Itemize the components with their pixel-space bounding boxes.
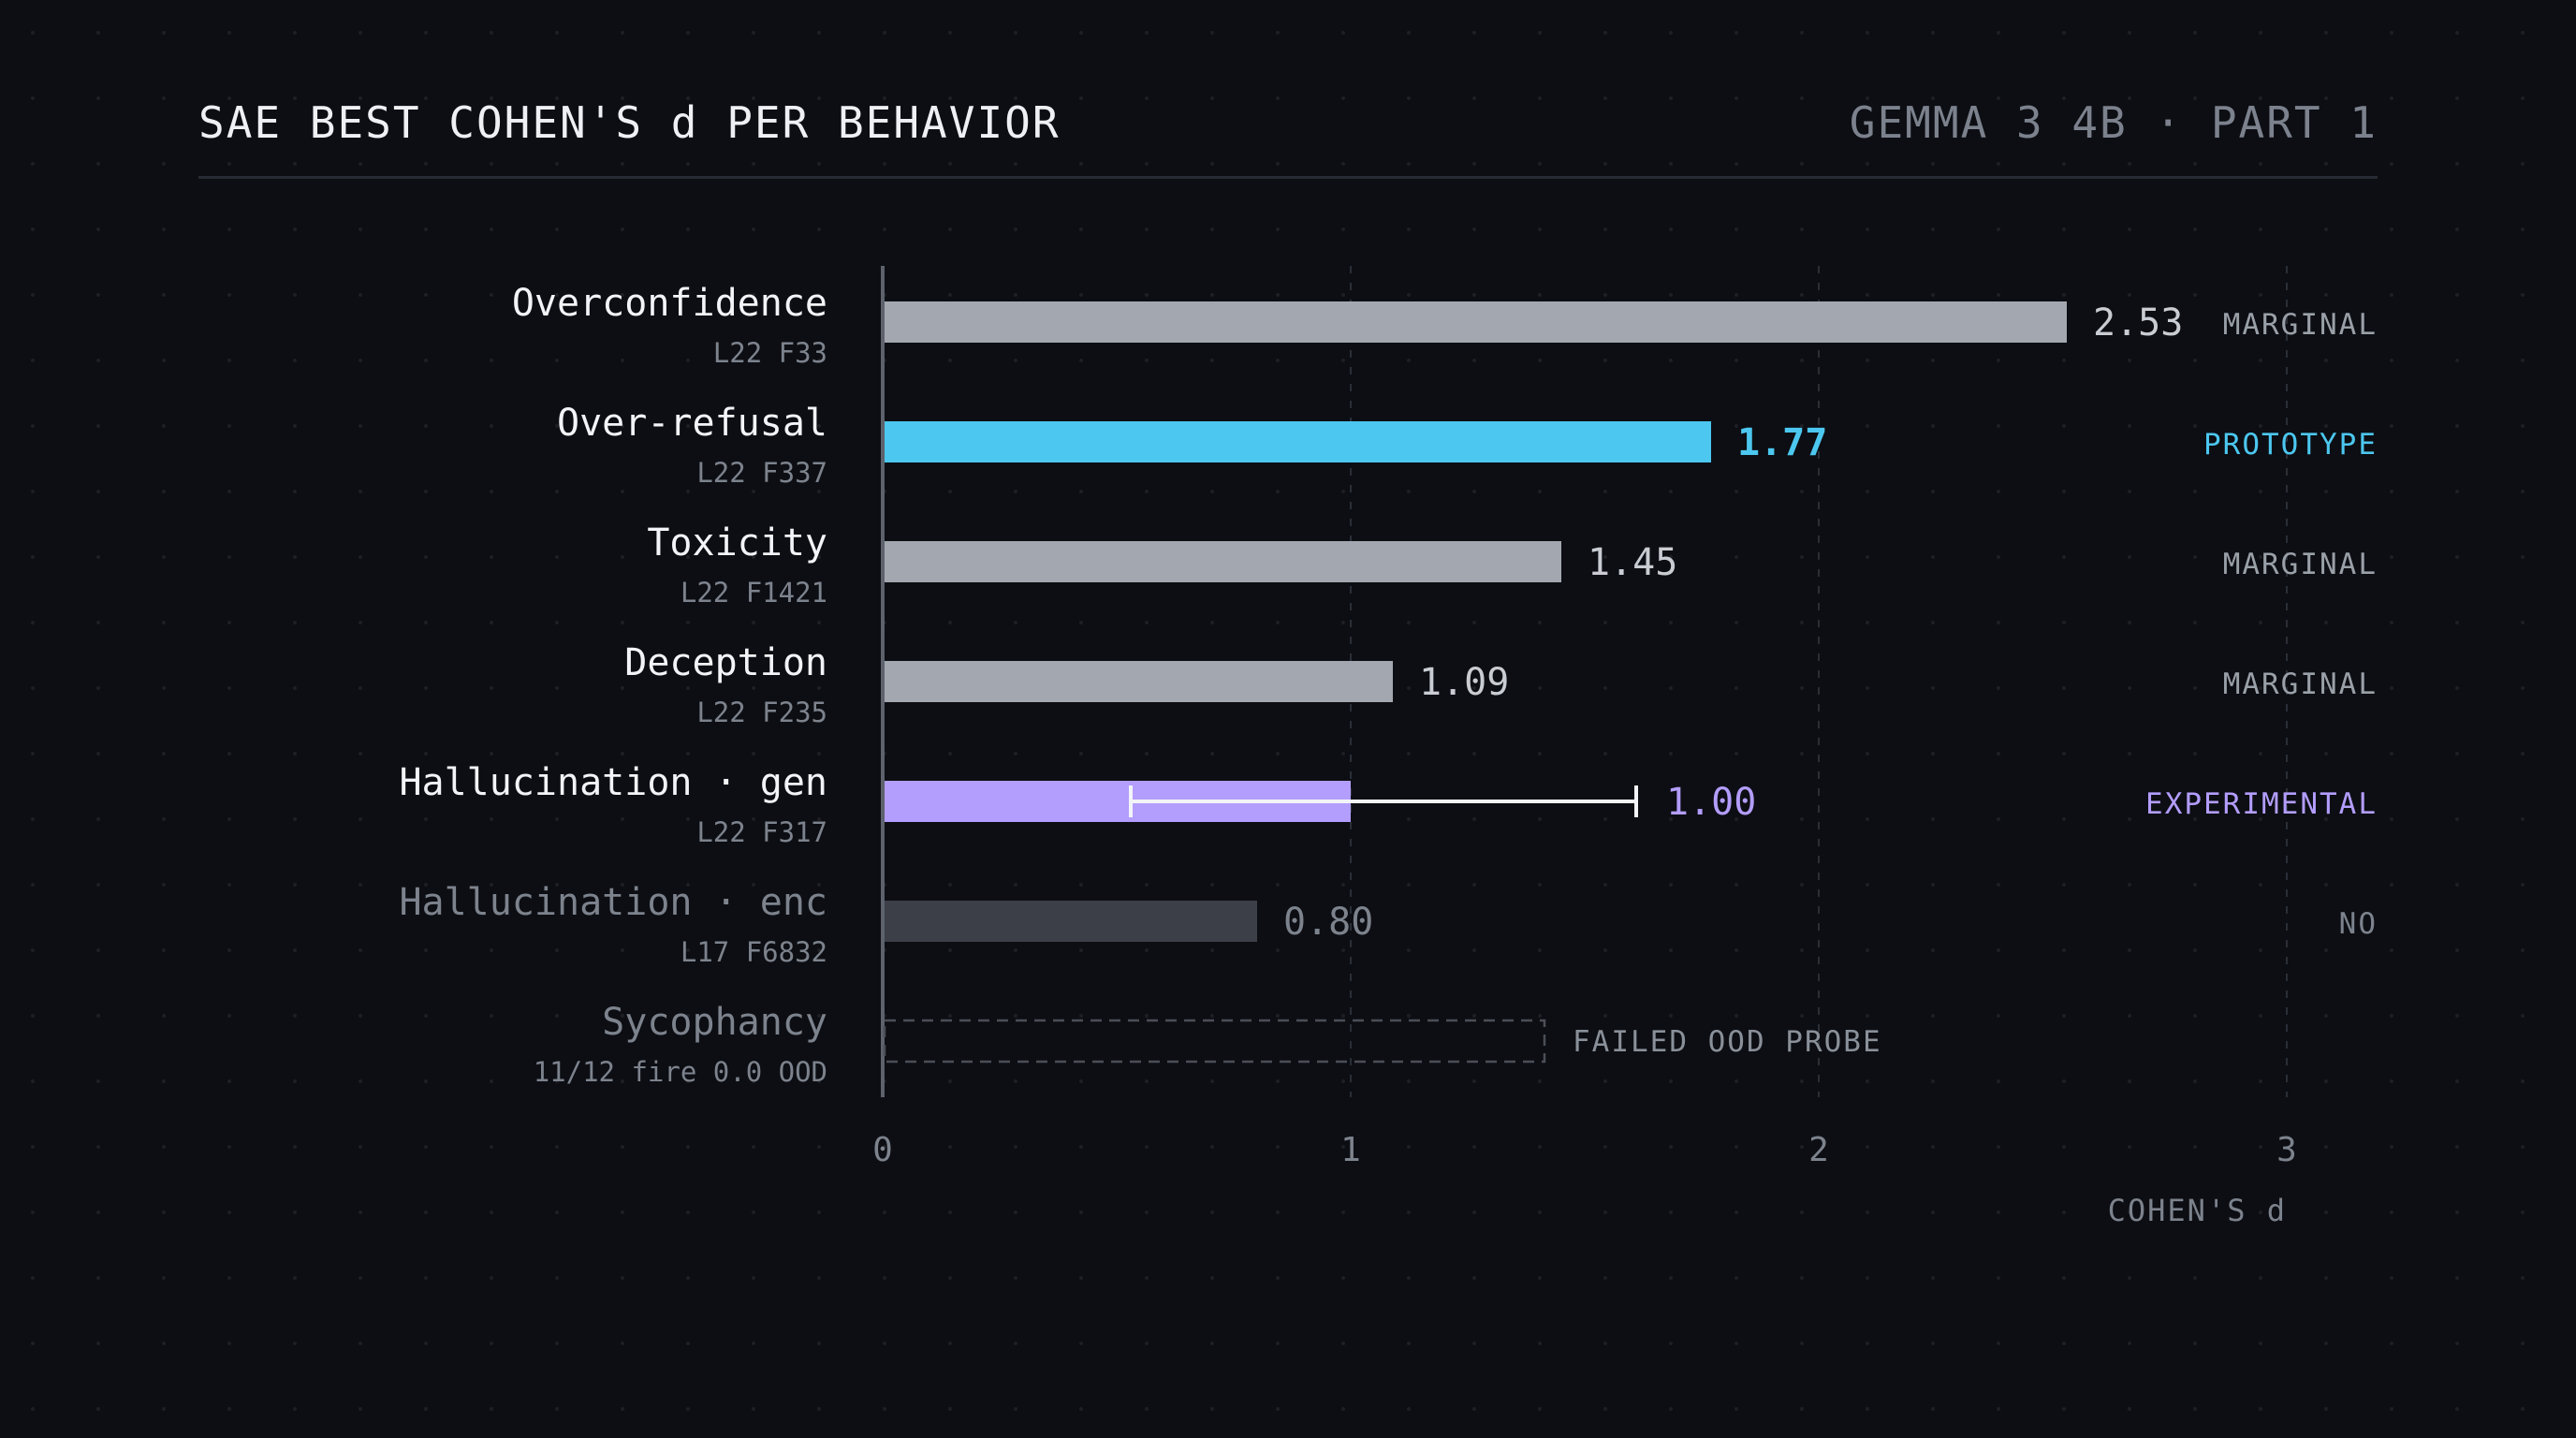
status-label: NO [2339,907,2378,941]
category-feature-label: 11/12 fire 0.0 OOD [534,1056,827,1088]
category-feature-label: L22 F337 [696,457,827,489]
chart-title: SAE BEST COHEN'S d PER BEHAVIOR [198,97,1061,148]
x-axis-label: COHEN'S d [2108,1193,2287,1228]
x-tick-label: 3 [2276,1131,2297,1169]
chart-bars: 2.53 MARGINAL 1.77 PROTOTYPE 1.45 MARGINAL 1.0… [883,301,2378,1064]
category-label: Deception [624,641,827,684]
category-label: Sycophancy [602,1001,827,1044]
category-label: Hallucination · gen [399,761,827,804]
chart-x-ticks: 0 1 2 3 COHEN'S d [872,1131,2297,1228]
category-feature-label: L22 F317 [696,816,827,848]
bar [885,901,1257,942]
bar [885,301,2067,343]
value-label: 1.45 [1588,541,1677,584]
x-tick-label: 2 [1808,1131,1829,1169]
failed-bar-outline [883,1019,1546,1064]
x-tick-label: 0 [872,1131,893,1169]
category-label: Overconfidence [512,282,827,325]
category-feature-label: L22 F33 [713,337,827,369]
chart-category-labels: Overconfidence L22 F33 Over-refusal L22 F33… [399,282,827,1088]
status-label: MARGINAL [2223,548,2378,581]
bar [885,541,1561,582]
value-label: 0.80 [1283,901,1373,944]
value-label: 2.53 [2093,301,2183,345]
bar [885,661,1393,702]
value-label: 1.77 [1737,421,1827,464]
category-feature-label: L22 F235 [696,697,827,728]
category-label: Toxicity [647,521,827,565]
status-label: PROTOTYPE [2203,428,2378,462]
value-label: 1.09 [1419,661,1509,704]
x-tick-label: 1 [1340,1131,1361,1169]
status-label: MARGINAL [2223,308,2378,342]
header-divider [198,176,2378,179]
chart-subtitle: GEMMA 3 4B · PART 1 [1849,97,2378,148]
failed-annotation: FAILED OOD PROBE [1573,1025,1882,1059]
status-label: MARGINAL [2223,668,2378,701]
bar [885,421,1711,462]
chart-header: SAE BEST COHEN'S d PER BEHAVIOR GEMMA 3 … [198,97,2378,154]
value-label: 1.00 [1666,781,1756,824]
category-label: Hallucination · enc [399,881,827,924]
status-label: EXPERIMENTAL [2145,787,2378,821]
category-feature-label: L22 F1421 [681,577,827,609]
chart-grid [881,266,2288,1097]
category-feature-label: L17 F6832 [681,936,827,968]
category-label: Over-refusal [557,402,827,445]
